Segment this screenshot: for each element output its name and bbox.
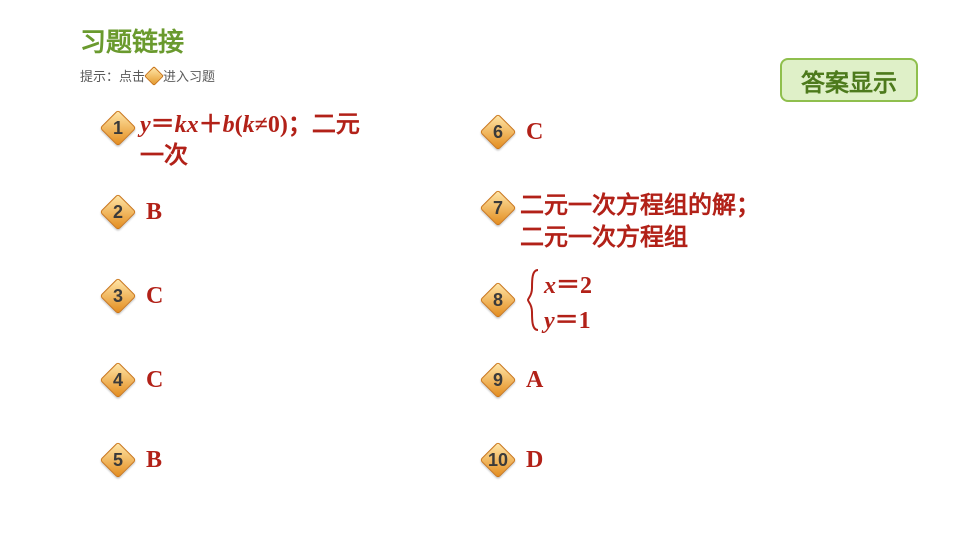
answer-text: C — [526, 119, 543, 146]
brace-icon — [526, 268, 542, 332]
answer-row: 10 D — [480, 442, 543, 478]
question-number: 3 — [100, 278, 136, 314]
answer-row: 5B — [100, 442, 162, 478]
question-bullet[interactable]: 6 — [480, 114, 516, 150]
answer-text: y＝kx＋b(k≠0)；二元一次 — [140, 110, 360, 172]
question-bullet[interactable]: 1 — [100, 110, 136, 146]
question-bullet[interactable]: 9 — [480, 362, 516, 398]
answer-row: 7二元一次方程组的解；二元一次方程组 — [480, 190, 760, 255]
question-bullet[interactable]: 2 — [100, 194, 136, 230]
page-title: 习题链接 — [80, 22, 184, 59]
answer-text: C — [146, 367, 163, 394]
answer-text: 二元一次方程组的解；二元一次方程组 — [520, 190, 760, 255]
show-answers-button[interactable]: 答案显示 — [780, 58, 918, 102]
hint-line: 提示：点击 进入习题 — [80, 66, 215, 85]
answer-text: D — [526, 447, 543, 474]
question-number: 9 — [480, 362, 516, 398]
question-number: 10 — [480, 442, 516, 478]
show-answers-label: 答案显示 — [801, 63, 897, 98]
question-number: 5 — [100, 442, 136, 478]
answer-row: 6C — [480, 114, 543, 150]
question-bullet[interactable]: 7 — [480, 190, 516, 226]
question-bullet[interactable]: 5 — [100, 442, 136, 478]
diamond-icon — [144, 66, 164, 86]
question-bullet[interactable]: 10 — [480, 442, 516, 478]
question-bullet[interactable]: 8 — [480, 282, 516, 318]
answer-row: 8 x＝2y＝1 — [480, 268, 592, 332]
answer-row: 3C — [100, 278, 163, 314]
answer-text: C — [146, 283, 163, 310]
answer-row: 4C — [100, 362, 163, 398]
answer-text: B — [146, 447, 162, 474]
question-number: 2 — [100, 194, 136, 230]
question-bullet[interactable]: 3 — [100, 278, 136, 314]
answer-text: B — [146, 199, 162, 226]
question-number: 1 — [100, 110, 136, 146]
question-number: 4 — [100, 362, 136, 398]
question-number: 8 — [480, 282, 516, 318]
answer-row: 2B — [100, 194, 162, 230]
question-number: 6 — [480, 114, 516, 150]
hint-suffix: 进入习题 — [163, 66, 215, 85]
question-bullet[interactable]: 4 — [100, 362, 136, 398]
question-number: 7 — [480, 190, 516, 226]
answer-row: 1y＝kx＋b(k≠0)；二元一次 — [100, 110, 360, 172]
answer-text: A — [526, 367, 543, 394]
answer-row: 9A — [480, 362, 543, 398]
answer-text: x＝2y＝1 — [526, 268, 592, 332]
hint-prefix: 提示：点击 — [80, 66, 145, 85]
